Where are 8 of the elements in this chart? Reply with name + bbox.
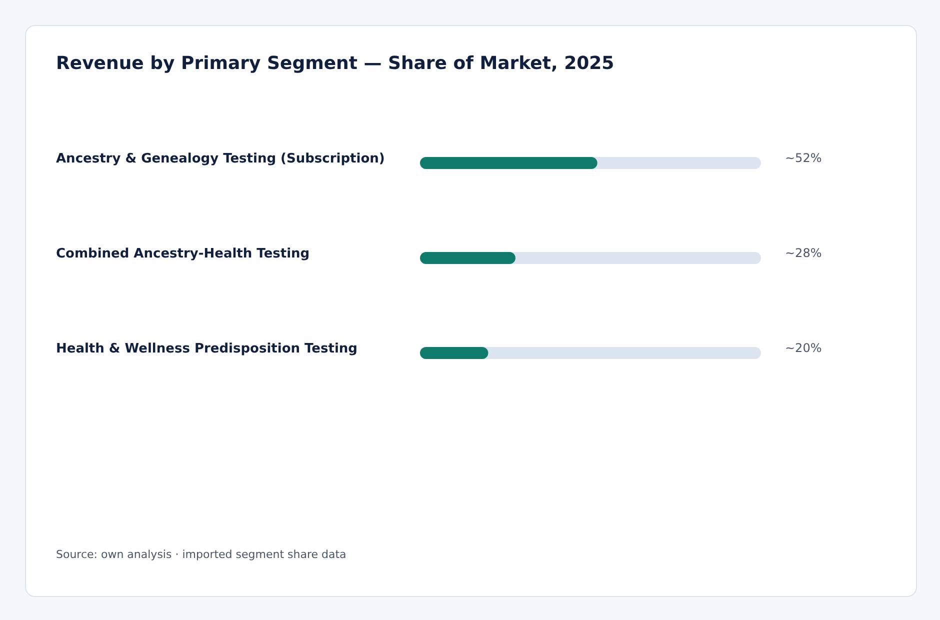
data-label: ~52% bbox=[785, 151, 822, 165]
source-note: Source: own analysis · imported segment share data bbox=[56, 548, 346, 561]
chart-title: Revenue by Primary Segment — Share of Market, 2025 bbox=[56, 53, 614, 74]
y-tick-label: Ancestry & Genealogy Testing (Subscription) bbox=[56, 152, 385, 166]
data-label: ~20% bbox=[785, 341, 822, 355]
data-label: ~28% bbox=[785, 246, 822, 260]
y-tick-label: Combined Ancestry-Health Testing bbox=[56, 246, 310, 262]
y-tick-label: Health & Wellness Predisposition Testing bbox=[56, 342, 358, 356]
